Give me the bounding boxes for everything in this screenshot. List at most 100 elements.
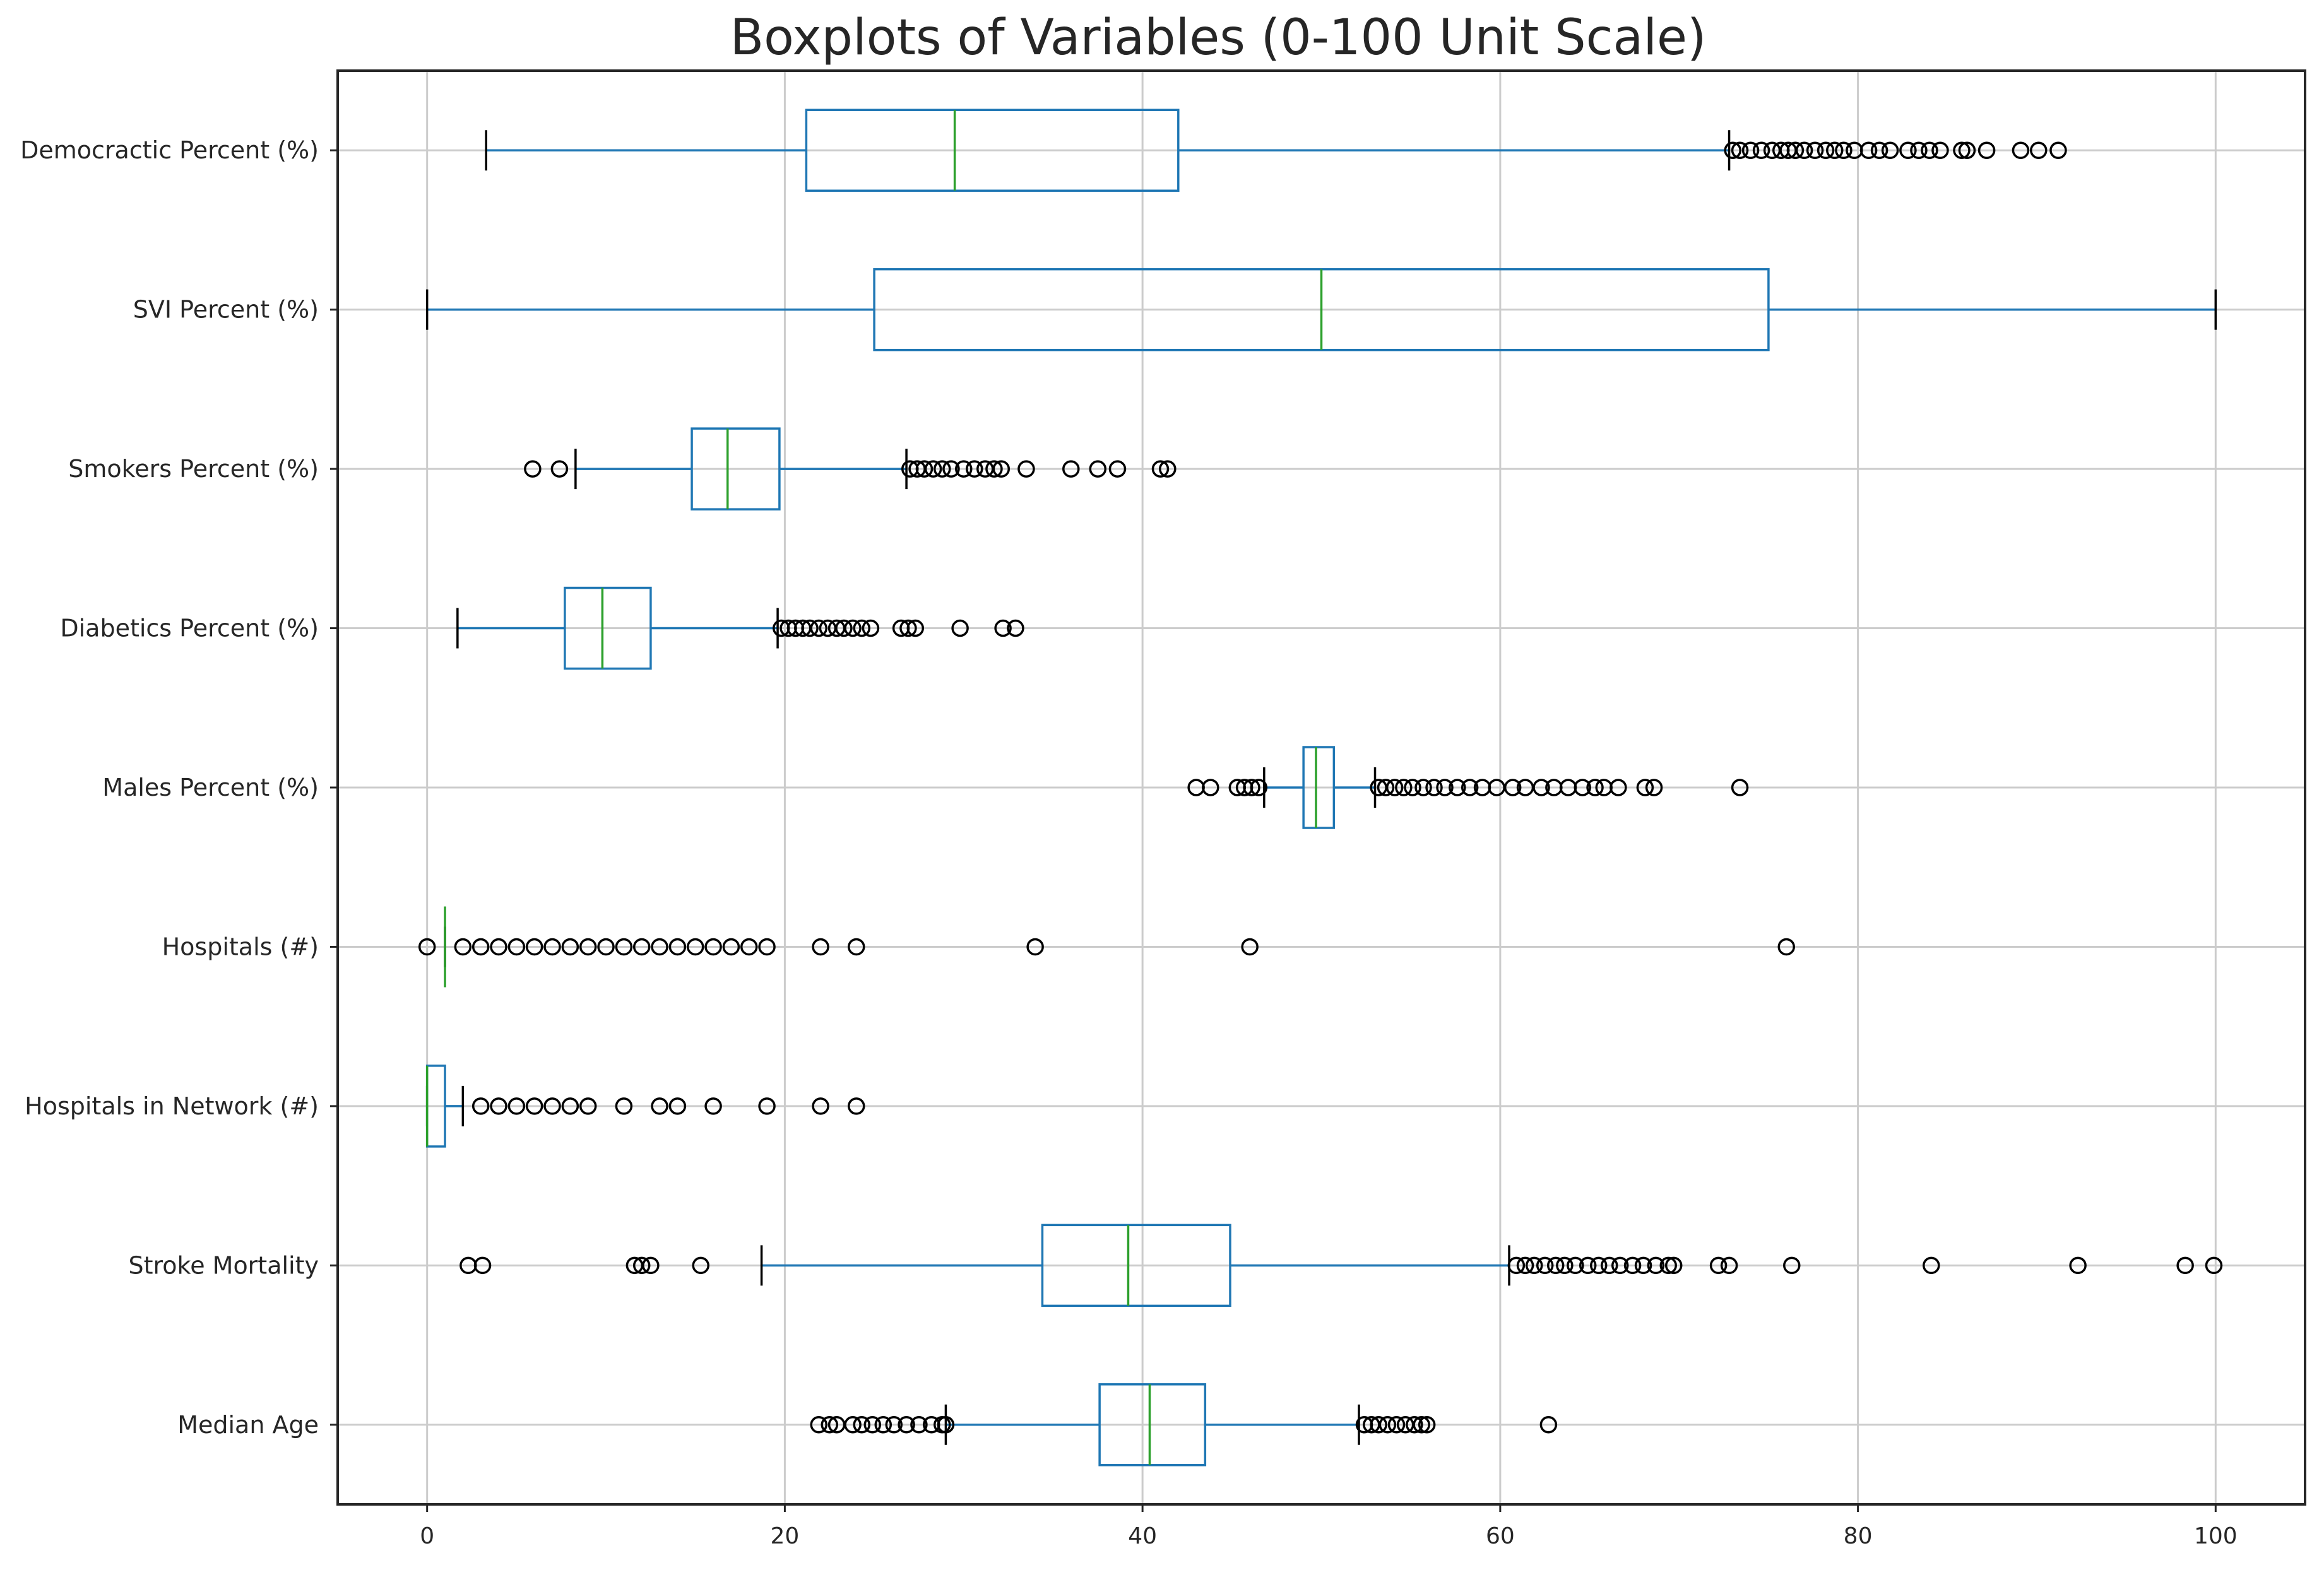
- flier-point: [1507, 1256, 1526, 1275]
- flier-point: [507, 938, 526, 956]
- flier-point: [579, 938, 597, 956]
- flier-point: [1539, 1416, 1558, 1434]
- flier-point: [651, 1097, 668, 1115]
- flier-point: [1377, 779, 1395, 796]
- flier-point: [1418, 1416, 1436, 1434]
- boxes: [425, 109, 2217, 1467]
- flier-point: [632, 1256, 651, 1275]
- y-tick-label: Hospitals in Network (#): [25, 1092, 319, 1120]
- flier-point: [1525, 1256, 1543, 1275]
- flier-point: [966, 460, 983, 478]
- flier-point: [1720, 1256, 1738, 1275]
- flier-point: [1413, 1416, 1430, 1434]
- flier-point: [615, 938, 633, 956]
- flier-point: [835, 619, 853, 637]
- flier-point: [951, 619, 969, 637]
- flier-point: [1645, 779, 1663, 796]
- box-group: [1263, 746, 1377, 829]
- flier-point: [885, 1416, 903, 1434]
- y-tick-label: Democractic Percent (%): [20, 136, 319, 164]
- flier-point: [2012, 141, 2030, 159]
- y-tick-labels: Democractic Percent (%) SVI Percent (%) Sm…: [20, 136, 338, 1439]
- flier-point: [1835, 141, 1853, 159]
- flier-point: [862, 619, 880, 637]
- flier-point: [704, 1097, 722, 1115]
- flier-point: [1881, 141, 1899, 159]
- flier-point: [579, 1097, 597, 1115]
- flier-point: [1870, 141, 1888, 159]
- flier-point: [1378, 1416, 1397, 1434]
- flier-point: [1826, 141, 1844, 159]
- flier-point: [615, 1097, 633, 1115]
- flier-point: [844, 1416, 862, 1434]
- flier-point: [1536, 1256, 1554, 1275]
- flier-point: [1062, 460, 1080, 478]
- flier-point: [561, 938, 579, 956]
- flier-point: [942, 460, 960, 478]
- y-tick-label: SVI Percent (%): [133, 296, 319, 324]
- flier-point: [1731, 779, 1749, 796]
- flier-point: [418, 938, 436, 956]
- flier-point: [853, 1416, 871, 1434]
- flier-point: [810, 619, 827, 637]
- flier-point: [1425, 779, 1443, 796]
- flier-point: [937, 1416, 955, 1434]
- flier-point: [1574, 779, 1591, 796]
- box-iqr: [564, 586, 652, 670]
- flier-point: [1406, 1416, 1423, 1434]
- flier-point: [1387, 1416, 1406, 1434]
- y-tick-label: Males Percent (%): [102, 774, 319, 801]
- x-tick-label: 100: [2194, 1523, 2238, 1549]
- flier-point: [812, 938, 829, 956]
- flier-point: [1404, 779, 1421, 796]
- flier-point: [906, 619, 925, 637]
- flier-point: [651, 938, 668, 956]
- flier-point: [1610, 779, 1627, 796]
- flier-point: [490, 1097, 507, 1115]
- flier-point: [1817, 141, 1835, 159]
- flier-point: [550, 460, 569, 478]
- flier-point: [812, 1097, 829, 1115]
- flier-point: [1664, 1256, 1683, 1275]
- flier-point: [471, 938, 490, 956]
- flier-point: [722, 938, 740, 956]
- flier-point: [758, 1097, 776, 1115]
- flier-point: [1202, 779, 1219, 796]
- flier-point: [1385, 779, 1404, 796]
- flier-point: [1007, 619, 1024, 637]
- flier-point: [1503, 779, 1522, 796]
- flier-point: [758, 938, 776, 956]
- flier-point: [1151, 460, 1170, 478]
- flier-point: [543, 938, 561, 956]
- x-tick-labels: 0 20 40 60 80 100: [420, 1504, 2238, 1549]
- flier-point: [955, 460, 973, 478]
- flier-point: [490, 938, 507, 956]
- flier-point: [1923, 1256, 1940, 1275]
- flier-point: [1017, 460, 1035, 478]
- flier-point: [1777, 938, 1795, 956]
- x-tick-label: 20: [771, 1523, 800, 1549]
- flier-point: [1958, 141, 1976, 159]
- y-tick-label: Hospitals (#): [162, 933, 319, 960]
- flier-point: [507, 1097, 526, 1115]
- flier-point: [821, 1416, 838, 1434]
- flier-point: [686, 938, 704, 956]
- flier-point: [994, 619, 1012, 637]
- flier-point: [597, 938, 615, 956]
- flier-point: [1579, 1256, 1597, 1275]
- flier-point: [1741, 141, 1760, 159]
- flier-point: [1241, 938, 1259, 956]
- flier-point: [642, 1256, 660, 1275]
- flier-point: [524, 460, 542, 478]
- box-group: [760, 1224, 1510, 1307]
- flier-point: [1533, 779, 1550, 796]
- flier-point: [863, 1416, 882, 1434]
- flier-point: [985, 460, 1003, 478]
- flier-point: [1449, 779, 1466, 796]
- flier-point: [848, 938, 865, 956]
- flier-point: [1589, 1256, 1608, 1275]
- flier-point: [924, 460, 942, 478]
- flier-point: [1659, 1256, 1677, 1275]
- flier-point: [2069, 1256, 2087, 1275]
